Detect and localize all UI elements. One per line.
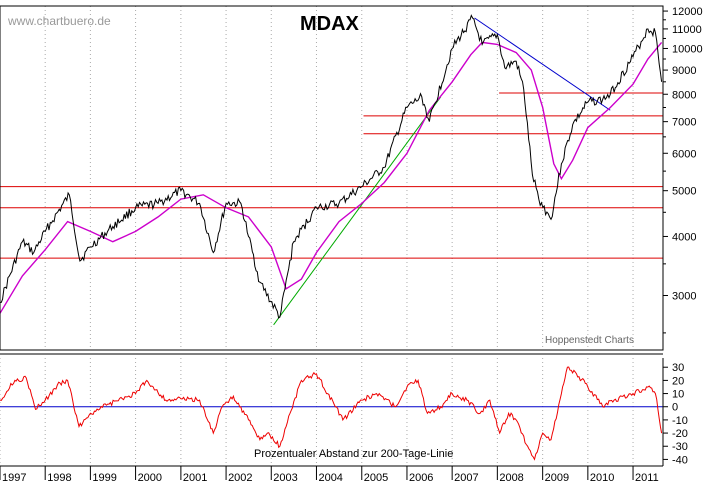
- y-tick-label: 11000: [672, 24, 702, 36]
- moving-average-line: [0, 41, 663, 314]
- x-tick-label: 2009: [545, 472, 569, 484]
- y-tick-label: 5000: [672, 186, 696, 198]
- x-tick-label: 2005: [364, 472, 388, 484]
- x-tick-label: 2000: [138, 472, 162, 484]
- x-tick-label: 2003: [273, 472, 297, 484]
- series: [0, 14, 663, 461]
- y-tick-label: 7000: [672, 117, 696, 129]
- osc-y-tick-label: 0: [672, 402, 678, 414]
- trend-line: [474, 17, 611, 111]
- x-tick-label: 2007: [454, 472, 478, 484]
- x-tick-label: 1997: [2, 472, 26, 484]
- y-tick-label: 9000: [672, 65, 696, 77]
- x-tick-label: 2002: [228, 472, 252, 484]
- credit-text: Hoppenstedt Charts: [545, 335, 634, 346]
- y-tick-label: 10000: [672, 43, 703, 55]
- trend-line: [273, 96, 442, 326]
- osc-y-tick-label: -20: [672, 428, 688, 440]
- osc-y-tick-label: -10: [672, 415, 688, 427]
- axes: 1997 1998 1999 2000 2001 2002 2003 2004 2005 2006…: [0, 5, 703, 484]
- x-tick-label: 2006: [409, 472, 433, 484]
- horizontal-levels: [0, 92, 663, 259]
- x-tick-label: 2011: [635, 472, 659, 484]
- main-chart-title: MDAX: [300, 13, 360, 35]
- osc-y-tick-label: 30: [672, 362, 684, 374]
- x-tick-label: 2001: [183, 472, 207, 484]
- x-tick-label: 2008: [499, 472, 523, 484]
- osc-y-tick-label: 10: [672, 389, 684, 401]
- osc-y-tick-label: -40: [672, 454, 688, 466]
- x-tick-label: 1998: [47, 472, 71, 484]
- y-tick-label: 8000: [672, 89, 696, 101]
- oscillator-title: Prozentualer Abstand zur 200-Tage-Linie: [254, 448, 453, 460]
- y-tick-label: 12000: [672, 6, 703, 18]
- x-tick-label: 2010: [590, 472, 614, 484]
- x-tick-label: 1999: [92, 472, 116, 484]
- osc-line: [0, 366, 663, 461]
- y-tick-label: 3000: [672, 290, 696, 302]
- index-line: [0, 14, 663, 319]
- trend-lines: [273, 17, 611, 326]
- y-tick-label: 4000: [672, 231, 696, 243]
- main-panel-frame: [0, 5, 664, 351]
- x-tick-label: 2004: [318, 472, 342, 484]
- y-tick-label: 6000: [672, 148, 696, 160]
- osc-y-tick-label: 20: [672, 375, 684, 387]
- grid: [0, 6, 634, 466]
- watermark: www.chartbuero.de: [7, 14, 111, 28]
- osc-y-tick-label: -30: [672, 441, 688, 453]
